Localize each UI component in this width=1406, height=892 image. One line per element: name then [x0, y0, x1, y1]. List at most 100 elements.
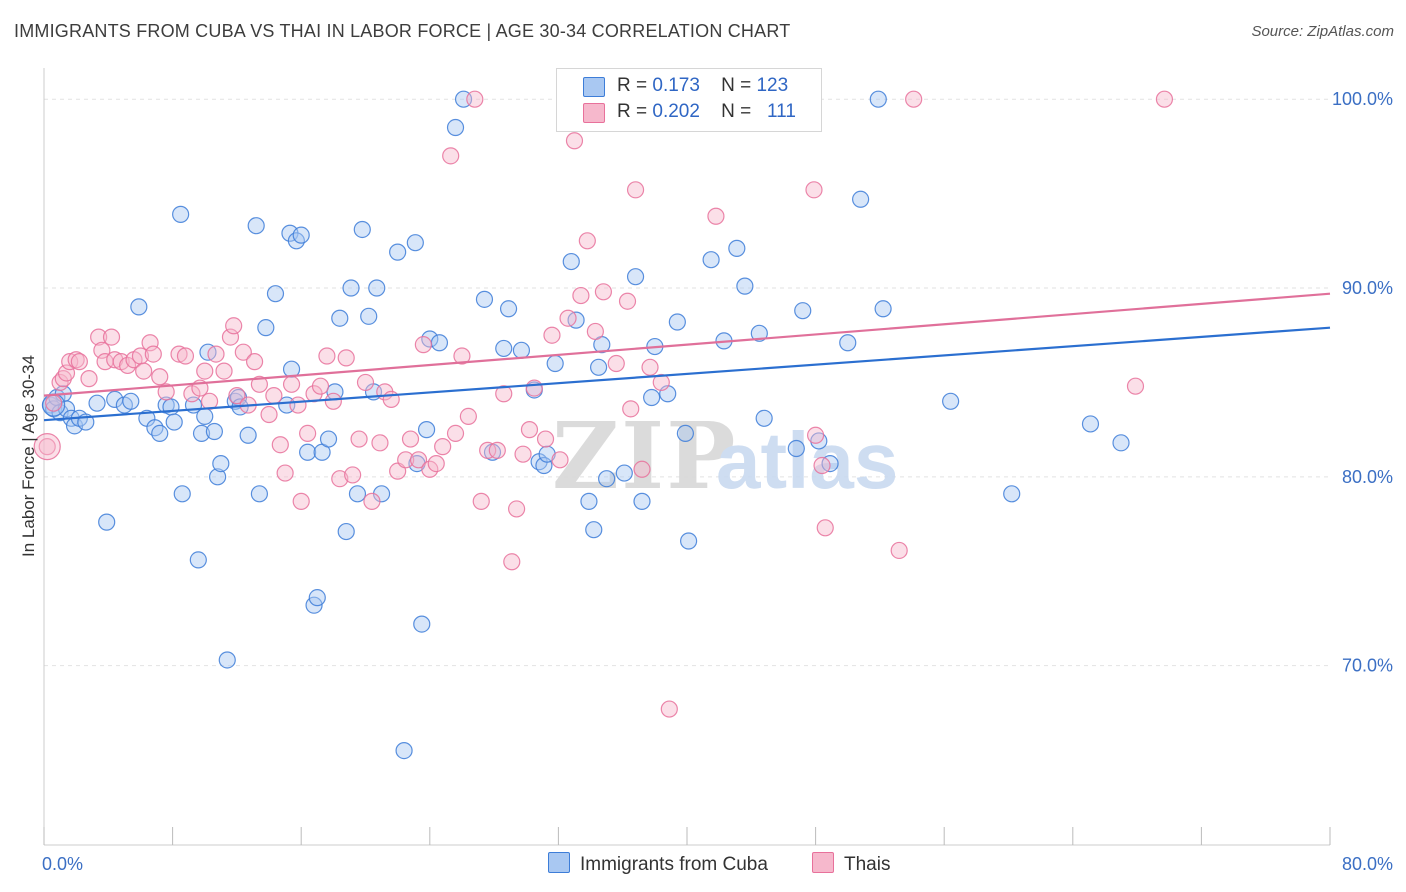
legend-swatch-cuba [583, 77, 605, 97]
thais-point [331, 470, 349, 488]
cuba-point [736, 277, 754, 295]
thais-point [427, 455, 445, 473]
cuba-point [299, 443, 317, 461]
thais-point [1155, 90, 1174, 108]
thais-point [409, 451, 428, 469]
thais-point [446, 424, 465, 442]
cuba-point [702, 251, 720, 269]
thais-point [93, 341, 111, 359]
x-tick-labels: 0.0% 80.0% [42, 854, 1393, 874]
y-tick-label: 90.0% [1342, 278, 1393, 298]
thais-point [311, 377, 330, 395]
cuba-point [755, 409, 773, 427]
cuba-point [512, 341, 531, 359]
y-tick-labels: 70.0% 80.0% 90.0% 100.0% [1332, 89, 1393, 675]
cuba-point [353, 220, 371, 239]
cuba-point [209, 468, 227, 486]
thais-point [508, 500, 526, 518]
cuba-point [162, 398, 180, 416]
cuba-point [495, 339, 513, 358]
thais-point [337, 349, 355, 367]
thais-point [57, 364, 76, 382]
watermark-zip: ZIP [552, 402, 737, 510]
thais-point [397, 451, 415, 469]
thais-point [525, 379, 543, 397]
thais-point [572, 286, 590, 305]
cuba-point [151, 424, 169, 442]
thais-point [228, 387, 246, 405]
cuba-point [406, 234, 424, 252]
thais-point [401, 430, 420, 448]
cuba-point [257, 319, 275, 337]
thais-point [503, 553, 521, 571]
cuba-point [247, 217, 265, 235]
cuba-point [98, 513, 116, 531]
cuba-point [580, 492, 598, 510]
cuba-point [589, 358, 608, 376]
thais-point [586, 322, 604, 341]
cuba-point [395, 741, 413, 760]
cuba-point [122, 392, 140, 410]
cuba-point [1003, 485, 1021, 503]
thais-point [578, 232, 596, 250]
legend-n-value-cuba: 123 [756, 75, 789, 96]
thais-point [565, 132, 584, 150]
thais-point [144, 345, 162, 363]
cuba-point [192, 424, 211, 442]
thais-point [805, 181, 823, 199]
thais-point [170, 345, 188, 363]
thais-point [434, 438, 452, 456]
cuba-point [633, 492, 651, 510]
thais-point [292, 492, 310, 510]
cuba-point [615, 464, 633, 482]
thais-point [135, 362, 153, 380]
thais-point [80, 370, 98, 388]
legend-r-value-thais: 0.202 [652, 101, 700, 122]
thais-point [196, 362, 214, 380]
thais-point [324, 392, 342, 410]
cuba-point [475, 290, 494, 308]
thais-point [495, 385, 513, 403]
thais-point [652, 373, 670, 392]
y-axis-title: In Labor Force | Age 30-34 [19, 355, 38, 557]
cuba-point [172, 205, 190, 223]
cuba-point [319, 430, 338, 448]
cuba-point [787, 439, 805, 458]
thais-point [344, 466, 362, 484]
cuba-point [535, 456, 553, 475]
cuba-point [839, 334, 857, 352]
thais-point [594, 283, 613, 301]
thais-point [459, 407, 477, 426]
cuba-point [250, 485, 269, 503]
cuba-point [196, 407, 214, 426]
cuba-trend-line [43, 326, 1331, 422]
watermark-atlas: atlas [716, 416, 898, 505]
cuba-point [173, 485, 191, 503]
y-tick-label: 80.0% [1342, 467, 1393, 487]
thais-point [622, 400, 640, 418]
thais-point [813, 456, 831, 475]
source-credit: Source: ZipAtlas.com [1251, 23, 1394, 40]
cuba-point [1081, 415, 1100, 433]
bottom-legend-label-cuba: Immigrants from Cuba [580, 854, 768, 875]
legend-n-value-thais: 111 [767, 101, 796, 122]
thais-point [38, 438, 56, 456]
thais-point [551, 451, 569, 469]
thais-point [806, 426, 825, 444]
cuba-point [680, 532, 698, 550]
thais-point [890, 541, 908, 560]
thais-point [472, 492, 490, 510]
cuba-point [413, 615, 431, 633]
thais-point [660, 700, 678, 718]
cuba-point [499, 300, 518, 318]
thais-point [276, 464, 294, 482]
chart-title: IMMIGRANTS FROM CUBA VS THAI IN LABOR FO… [14, 21, 791, 41]
thais-point [414, 336, 432, 354]
cuba-point [668, 313, 686, 331]
thais-point [618, 292, 637, 310]
thais-point [633, 460, 651, 478]
thais-point [356, 373, 375, 392]
cuba-point [239, 426, 257, 444]
series-immigrants-from-cuba [41, 90, 1130, 760]
bottom-legend-cuba: Immigrants from Cuba [548, 852, 768, 876]
